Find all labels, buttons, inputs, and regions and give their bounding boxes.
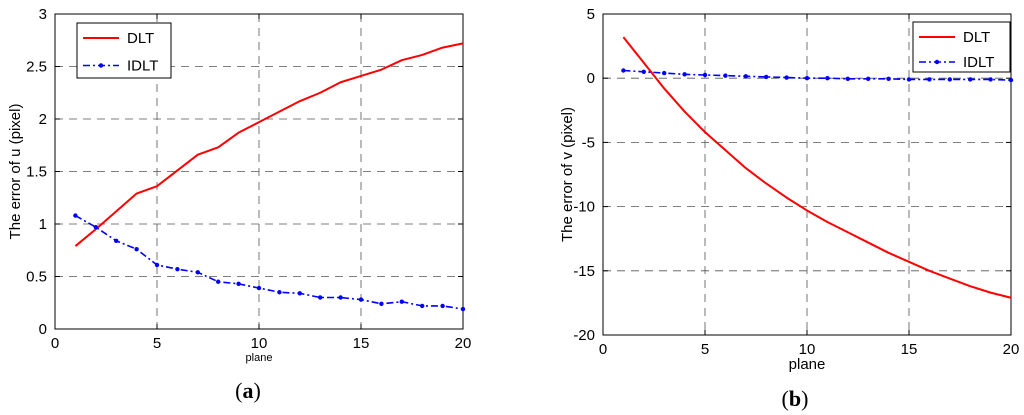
data-point-idlt (825, 76, 830, 81)
x-tick-label: 10 (251, 335, 268, 352)
data-point-idlt (318, 295, 323, 300)
data-point-idlt (988, 77, 993, 82)
x-tick-label: 20 (455, 335, 472, 352)
data-point-idlt (682, 72, 687, 77)
y-tick-label: 1.5 (26, 164, 47, 181)
data-point-idlt (73, 213, 78, 218)
data-point-idlt (927, 77, 932, 82)
legend-label-dlt: DLT (963, 29, 990, 46)
data-point-idlt (358, 297, 364, 302)
series-line-idlt (623, 69, 1012, 81)
y-tick-label: 2 (39, 111, 47, 128)
x-tick-label: 0 (599, 341, 607, 358)
legend-marker-idlt (98, 63, 104, 68)
data-point-idlt (621, 68, 626, 73)
y-tick-label: 0 (39, 321, 47, 338)
data-point-idlt (764, 74, 769, 80)
data-point-idlt (216, 279, 221, 284)
series-line-dlt (622, 36, 1012, 299)
x-tick-label: 5 (701, 341, 709, 358)
data-point-idlt (804, 76, 810, 81)
y-tick-label: -20 (573, 327, 595, 344)
legend-marker-idlt (934, 59, 940, 65)
data-point-idlt (338, 295, 343, 300)
x-axis-label: plane (246, 352, 273, 364)
legend-label-idlt: IDLT (127, 58, 158, 75)
y-tick-label: 0 (587, 70, 595, 87)
data-point-idlt (886, 76, 891, 82)
x-tick-label: 0 (51, 335, 59, 352)
data-point-idlt (947, 77, 952, 82)
legend-box (912, 21, 1011, 73)
x-tick-label: 5 (153, 335, 161, 352)
data-point-idlt (114, 238, 119, 243)
data-point-idlt (256, 285, 262, 291)
x-tick-label: 10 (799, 341, 816, 358)
data-point-idlt (236, 281, 241, 287)
data-point-idlt (702, 72, 708, 78)
data-point-idlt (1008, 77, 1014, 83)
series-line-dlt (74, 42, 464, 247)
data-point-idlt (134, 247, 139, 252)
y-tick-label: 2.5 (26, 59, 47, 76)
y-tick-label: 5 (587, 6, 595, 23)
data-point-idlt (866, 76, 871, 82)
y-tick-label: -5 (582, 134, 595, 151)
data-point-idlt (297, 291, 302, 296)
y-tick-label: -15 (573, 263, 595, 280)
data-point-idlt (440, 303, 445, 309)
legend-label-idlt: IDLT (963, 54, 994, 71)
data-point-idlt (723, 73, 728, 78)
data-point-idlt (420, 303, 425, 309)
y-tick-label: -10 (573, 199, 595, 216)
x-axis-label: plane (789, 356, 826, 373)
data-point-idlt (743, 74, 748, 79)
data-point-idlt (968, 77, 973, 82)
data-point-idlt (195, 270, 200, 275)
y-tick-label: 3 (39, 6, 47, 23)
data-point-idlt (641, 69, 646, 74)
data-point-idlt (662, 70, 667, 76)
chart-a: 0 5 10 15 20 0 0.5 1 1.5 2 2.5 3 plane The error of u… (7, 6, 471, 364)
chart-b: 0 5 10 15 20 -20 -15 -10 -5 0 5 plane The error of v… (559, 6, 1019, 373)
y-axis-label: The error of u (pixel) (7, 104, 24, 240)
y-tick-label: 0.5 (26, 269, 47, 286)
x-tick-label: 15 (901, 341, 918, 358)
data-point-idlt (845, 76, 850, 82)
series-line-idlt (75, 214, 464, 310)
x-tick-label: 15 (353, 335, 370, 352)
data-point-idlt (154, 262, 160, 268)
caption-b: (b) (782, 386, 809, 411)
data-point-idlt (460, 306, 466, 312)
data-point-idlt (277, 290, 282, 295)
y-tick-label: 1 (39, 216, 47, 233)
data-point-idlt (175, 266, 180, 272)
caption-a: (a) (235, 378, 261, 403)
legend-label-dlt: DLT (127, 30, 154, 47)
data-point-idlt (379, 301, 384, 306)
y-axis-label: The error of v (pixel) (559, 107, 576, 242)
data-point-idlt (784, 75, 789, 80)
x-tick-label: 20 (1003, 341, 1020, 358)
legend-box (76, 22, 172, 79)
data-point-idlt (906, 77, 912, 82)
data-point-idlt (399, 299, 404, 304)
data-point-idlt (93, 224, 99, 230)
